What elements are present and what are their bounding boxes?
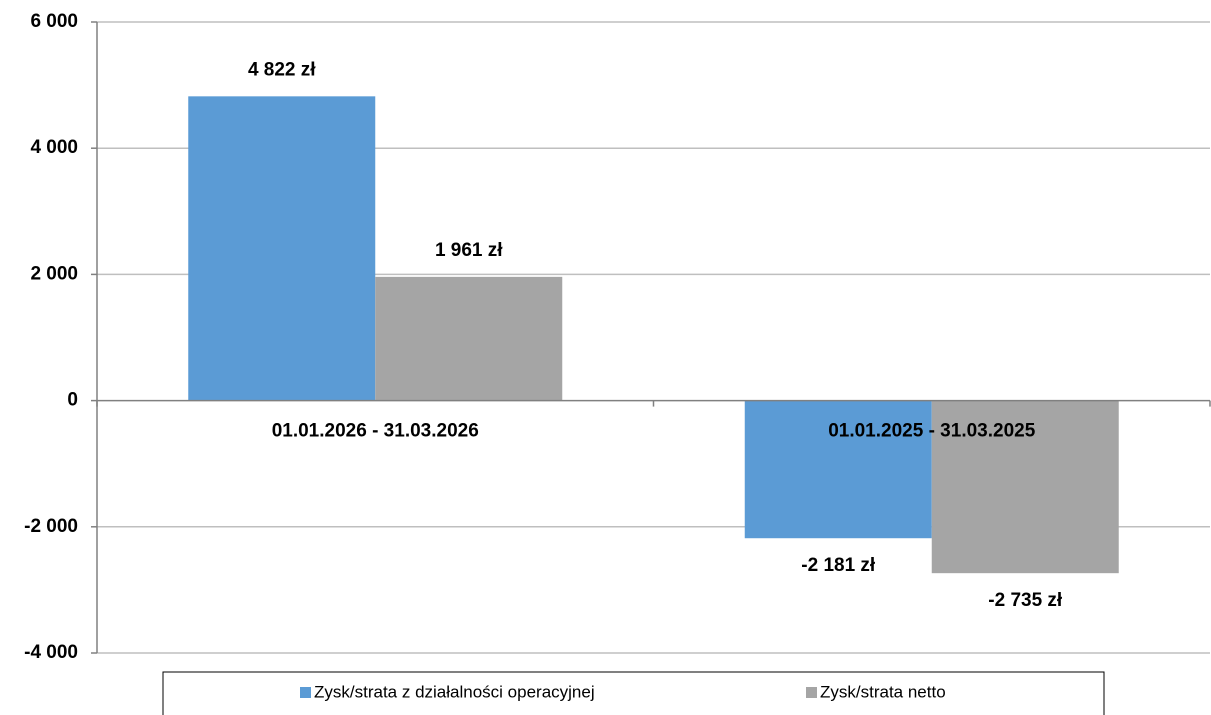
legend-label: Zysk/strata netto [820,682,946,701]
value-label: 1 961 zł [435,240,503,261]
value-label: -2 735 zł [988,590,1063,611]
bar [931,400,1119,574]
y-tick-label: 0 [67,390,78,411]
legend-box [162,671,1105,715]
value-label: 4 822 zł [248,59,316,80]
y-tick-label: -2 000 [24,516,78,537]
bar [744,400,932,539]
bar [188,96,376,401]
legend-swatch [806,687,817,698]
legend-swatch [300,687,311,698]
x-tick-label: 01.01.2025 - 31.03.2025 [828,421,1036,442]
y-tick-label: 4 000 [30,137,78,158]
value-label: -2 181 zł [801,555,876,576]
y-tick-label: -4 000 [24,642,78,663]
x-tick-label: 01.01.2026 - 31.03.2026 [272,421,479,442]
bar [375,276,563,401]
y-tick-label: 6 000 [30,11,78,32]
legend-label: Zysk/strata z działalności operacyjnej [314,682,595,701]
y-tick-label: 2 000 [30,263,78,284]
